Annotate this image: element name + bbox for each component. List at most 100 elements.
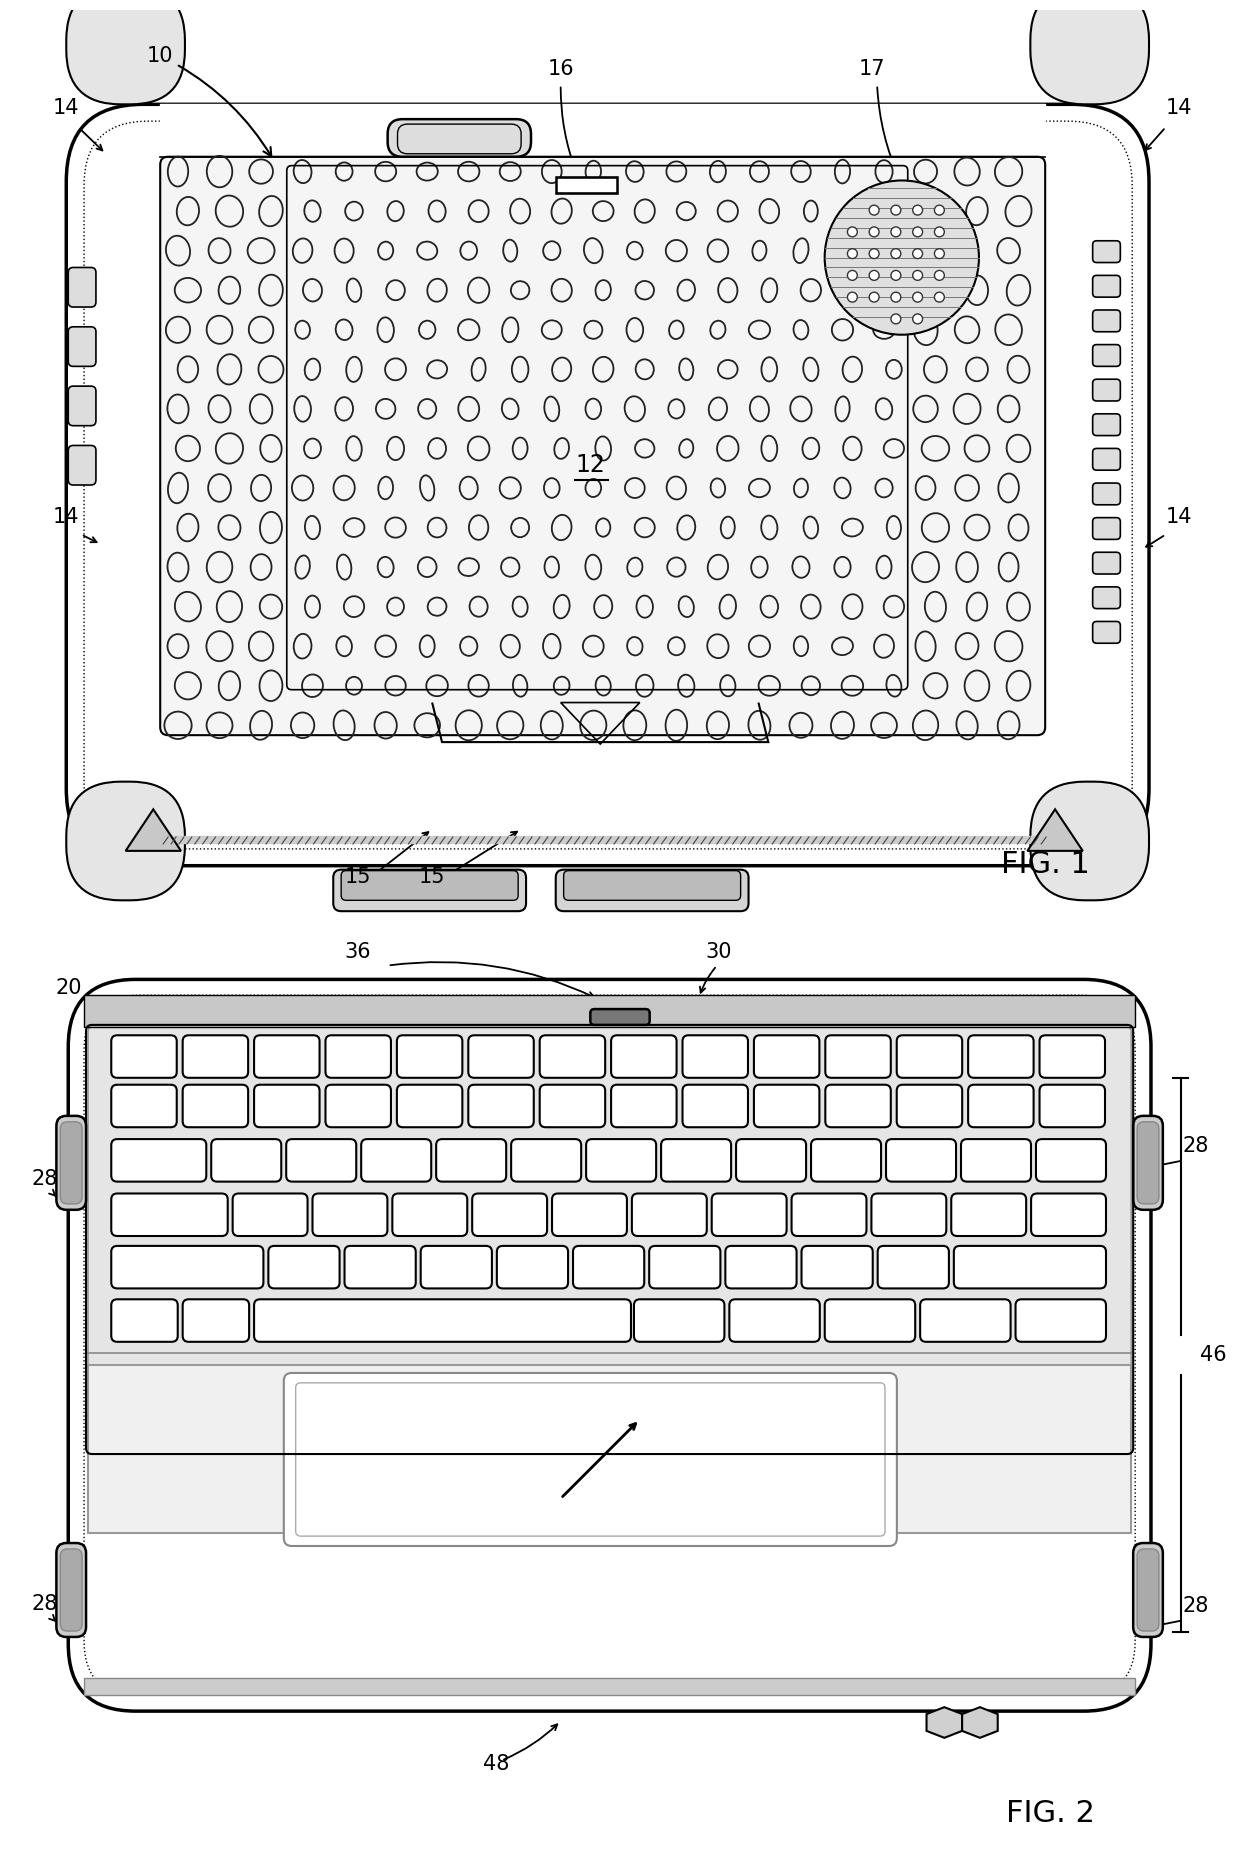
FancyBboxPatch shape — [573, 1247, 645, 1289]
FancyBboxPatch shape — [1092, 586, 1120, 608]
Text: 28: 28 — [31, 1169, 58, 1189]
FancyBboxPatch shape — [1133, 1117, 1163, 1209]
FancyBboxPatch shape — [1030, 0, 1149, 104]
Ellipse shape — [913, 313, 923, 325]
FancyBboxPatch shape — [420, 1247, 492, 1289]
Text: 17: 17 — [859, 59, 885, 78]
Bar — [84, 996, 1135, 1028]
FancyBboxPatch shape — [469, 1035, 533, 1078]
Ellipse shape — [847, 293, 857, 302]
FancyBboxPatch shape — [1016, 1298, 1106, 1341]
FancyBboxPatch shape — [286, 1139, 356, 1182]
FancyBboxPatch shape — [712, 1193, 786, 1235]
FancyBboxPatch shape — [1039, 1085, 1105, 1128]
FancyBboxPatch shape — [961, 1139, 1030, 1182]
Ellipse shape — [890, 313, 900, 325]
Text: 16: 16 — [547, 59, 574, 78]
Text: 14: 14 — [53, 506, 79, 527]
Text: 28: 28 — [31, 1593, 58, 1614]
FancyBboxPatch shape — [68, 979, 1151, 1710]
Ellipse shape — [913, 271, 923, 280]
Text: 30: 30 — [706, 942, 732, 961]
FancyBboxPatch shape — [68, 267, 95, 308]
FancyBboxPatch shape — [1092, 378, 1120, 401]
FancyBboxPatch shape — [1092, 345, 1120, 365]
FancyBboxPatch shape — [112, 1298, 177, 1341]
Bar — [84, 1677, 1135, 1695]
Ellipse shape — [890, 249, 900, 258]
Ellipse shape — [935, 206, 945, 215]
FancyBboxPatch shape — [801, 1247, 873, 1289]
Ellipse shape — [935, 226, 945, 237]
FancyBboxPatch shape — [66, 104, 1149, 866]
FancyBboxPatch shape — [182, 1298, 249, 1341]
Bar — [88, 1365, 1131, 1532]
Text: FIG. 1: FIG. 1 — [1001, 850, 1090, 879]
FancyBboxPatch shape — [920, 1298, 1011, 1341]
FancyBboxPatch shape — [878, 1247, 949, 1289]
Text: 12: 12 — [575, 453, 605, 477]
FancyBboxPatch shape — [511, 1139, 582, 1182]
FancyBboxPatch shape — [1092, 482, 1120, 505]
Ellipse shape — [913, 206, 923, 215]
Text: 10: 10 — [148, 46, 272, 156]
FancyBboxPatch shape — [725, 1247, 796, 1289]
FancyBboxPatch shape — [590, 1009, 650, 1026]
FancyBboxPatch shape — [1092, 553, 1120, 573]
FancyBboxPatch shape — [968, 1085, 1034, 1128]
FancyBboxPatch shape — [1137, 1122, 1159, 1204]
FancyBboxPatch shape — [211, 1139, 281, 1182]
FancyBboxPatch shape — [436, 1139, 506, 1182]
FancyBboxPatch shape — [556, 870, 749, 911]
Text: FIG. 2: FIG. 2 — [1006, 1799, 1095, 1827]
Ellipse shape — [890, 226, 900, 237]
Ellipse shape — [869, 271, 879, 280]
Ellipse shape — [913, 226, 923, 237]
FancyBboxPatch shape — [754, 1085, 820, 1128]
Text: 48: 48 — [484, 1755, 510, 1775]
FancyBboxPatch shape — [951, 1193, 1027, 1235]
FancyBboxPatch shape — [1092, 241, 1120, 263]
FancyBboxPatch shape — [56, 1117, 86, 1209]
Ellipse shape — [890, 271, 900, 280]
Polygon shape — [125, 809, 181, 851]
Ellipse shape — [913, 293, 923, 302]
FancyBboxPatch shape — [1035, 1139, 1106, 1182]
Ellipse shape — [847, 271, 857, 280]
FancyBboxPatch shape — [897, 1085, 962, 1128]
FancyBboxPatch shape — [811, 1139, 882, 1182]
FancyBboxPatch shape — [112, 1085, 177, 1128]
FancyBboxPatch shape — [682, 1035, 748, 1078]
FancyBboxPatch shape — [112, 1247, 263, 1289]
FancyBboxPatch shape — [1032, 1193, 1106, 1235]
FancyBboxPatch shape — [472, 1193, 547, 1235]
FancyBboxPatch shape — [611, 1035, 677, 1078]
FancyBboxPatch shape — [254, 1298, 631, 1341]
Ellipse shape — [869, 226, 879, 237]
FancyBboxPatch shape — [295, 1382, 885, 1536]
Text: 14: 14 — [1166, 506, 1192, 527]
FancyBboxPatch shape — [1030, 781, 1149, 900]
FancyBboxPatch shape — [887, 1139, 956, 1182]
FancyBboxPatch shape — [254, 1085, 320, 1128]
FancyBboxPatch shape — [1092, 518, 1120, 540]
Ellipse shape — [935, 271, 945, 280]
Ellipse shape — [869, 293, 879, 302]
Circle shape — [825, 180, 978, 334]
FancyBboxPatch shape — [233, 1193, 308, 1235]
FancyBboxPatch shape — [1092, 414, 1120, 436]
FancyBboxPatch shape — [826, 1035, 890, 1078]
FancyBboxPatch shape — [661, 1139, 732, 1182]
FancyBboxPatch shape — [88, 1028, 1131, 1452]
FancyBboxPatch shape — [729, 1298, 820, 1341]
FancyBboxPatch shape — [469, 1085, 533, 1128]
FancyBboxPatch shape — [1092, 621, 1120, 644]
FancyBboxPatch shape — [61, 1122, 82, 1204]
FancyBboxPatch shape — [325, 1035, 391, 1078]
FancyBboxPatch shape — [392, 1193, 467, 1235]
FancyBboxPatch shape — [737, 1139, 806, 1182]
Ellipse shape — [869, 206, 879, 215]
FancyBboxPatch shape — [539, 1085, 605, 1128]
Polygon shape — [962, 1707, 998, 1738]
FancyBboxPatch shape — [341, 870, 518, 900]
